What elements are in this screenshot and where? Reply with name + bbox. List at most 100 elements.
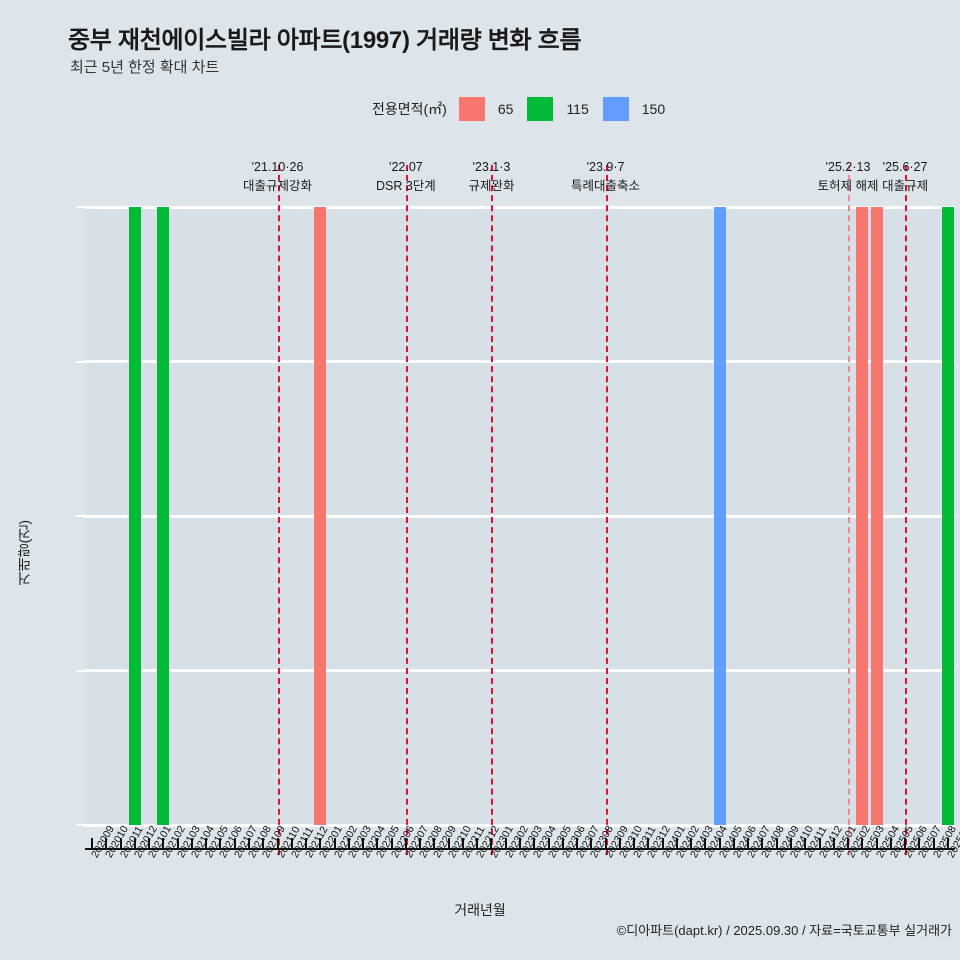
x-axis-tick-mark — [148, 838, 151, 849]
plot-area — [85, 165, 955, 855]
bar[interactable] — [856, 207, 869, 825]
x-axis-tick-mark — [504, 838, 507, 849]
x-axis-tick-mark — [233, 838, 236, 849]
legend-title: 전용면적(㎡) — [372, 101, 447, 117]
legend-label-115: 115 — [566, 101, 589, 117]
annotation-line — [905, 165, 908, 855]
y-axis-tick-mark — [76, 515, 85, 517]
legend-item[interactable]: 150 — [602, 97, 666, 121]
x-axis-tick-mark — [675, 838, 678, 849]
y-axis-tick-mark — [76, 824, 85, 826]
x-axis-tick-mark — [248, 838, 251, 849]
x-axis-tick-mark — [832, 838, 835, 849]
x-axis-tick-mark — [732, 838, 735, 849]
x-axis-tick-mark — [718, 838, 721, 849]
bar[interactable] — [870, 207, 883, 825]
x-axis-tick-mark — [804, 838, 807, 849]
chart-title: 중부 재천에이스빌라 아파트(1997) 거래량 변화 흐름 — [68, 27, 582, 54]
x-axis-tick-mark — [376, 838, 379, 849]
x-axis-tick-mark — [176, 838, 179, 849]
annotation-line — [277, 165, 280, 855]
gridline — [85, 823, 955, 827]
bar[interactable] — [314, 207, 327, 825]
x-axis-tick-mark — [476, 838, 479, 849]
legend-swatch-115 — [527, 97, 554, 121]
x-axis-tick-mark — [205, 838, 208, 849]
y-axis-tick-mark — [76, 206, 85, 208]
x-axis-tick-mark — [633, 838, 636, 849]
x-axis-tick-mark — [133, 838, 136, 849]
x-axis-tick-mark — [119, 838, 122, 849]
gridline — [85, 669, 955, 672]
annotation-label: '23.9·7 특례대출축소 — [571, 158, 640, 197]
x-axis-tick-mark — [946, 838, 949, 849]
x-axis-tick-mark — [690, 838, 693, 849]
legend-label-150: 150 — [641, 101, 666, 117]
x-axis-tick-mark — [461, 838, 464, 849]
x-axis-tick-mark — [490, 838, 493, 849]
x-axis-tick-mark — [319, 838, 322, 849]
annotation-line — [848, 165, 851, 855]
bar[interactable] — [713, 207, 726, 825]
legend-item[interactable]: 115 — [527, 97, 589, 121]
annotation-date: '22.07 — [389, 160, 423, 174]
x-axis-tick-mark — [647, 838, 650, 849]
annotation-date: '23.9·7 — [586, 160, 625, 174]
x-axis-tick-mark — [889, 838, 892, 849]
x-axis-tick-mark — [362, 838, 365, 849]
annotation-date: '25.6·27 — [882, 160, 928, 174]
x-axis-tick-mark — [433, 838, 436, 849]
footer-credit: ©디아파트(dapt.kr) / 2025.09.30 / 자료=국토교통부 실… — [616, 923, 952, 938]
x-axis-tick-mark — [761, 838, 764, 849]
x-axis-label: 거래년월 — [454, 902, 506, 918]
x-axis-tick-mark — [561, 838, 564, 849]
x-axis-tick-mark — [932, 838, 935, 849]
x-axis-tick-mark — [305, 838, 308, 849]
x-axis-tick-mark — [276, 838, 279, 849]
annotation-label: '25.2·13 토허제 해제 — [818, 158, 879, 197]
y-axis-tick-mark — [76, 669, 85, 672]
legend-label-65: 65 — [497, 101, 514, 117]
annotation-date: '21.10·26 — [251, 160, 304, 174]
annotation-text: 대출규제 — [882, 179, 929, 194]
x-axis-tick-mark — [847, 838, 850, 849]
x-axis-tick-mark — [347, 838, 350, 849]
x-axis-tick-mark — [519, 838, 521, 849]
legend-item[interactable]: 65 — [458, 97, 514, 121]
x-axis-tick-mark — [390, 838, 393, 849]
bar[interactable] — [128, 207, 141, 825]
annotation-label: '23.1·3 규제완화 — [468, 158, 514, 197]
legend: 전용면적(㎡) 65 115 150 — [372, 97, 679, 121]
annotation-date: '25.2·13 — [825, 160, 871, 174]
x-axis-tick-mark — [861, 838, 864, 849]
x-axis-tick-mark — [875, 838, 878, 849]
x-axis-tick-mark — [262, 838, 265, 849]
annotation-line — [605, 165, 608, 855]
annotation-date: '23.1·3 — [472, 160, 511, 174]
x-axis-tick-mark — [618, 838, 621, 849]
x-axis-tick-mark — [704, 838, 707, 849]
annotation-text: 토허제 해제 — [817, 179, 879, 194]
x-axis-tick-mark — [818, 838, 821, 849]
legend-swatch-150 — [602, 97, 629, 121]
x-axis-tick-mark — [162, 838, 165, 849]
bar[interactable] — [941, 207, 954, 825]
annotation-text: 특례대출축소 — [571, 179, 641, 194]
bar[interactable] — [157, 207, 170, 825]
x-axis-tick-mark — [747, 838, 750, 849]
annotation-label: '25.6·27 대출규제 — [882, 158, 928, 197]
x-axis-tick-mark — [547, 838, 550, 849]
x-axis-tick-mark — [661, 838, 664, 849]
x-axis-tick-mark — [333, 838, 336, 849]
x-axis-tick-mark — [105, 838, 108, 849]
y-axis-label: 거래량(건) — [16, 520, 32, 586]
x-axis-tick-mark — [219, 838, 222, 849]
annotation-line — [405, 165, 408, 855]
x-axis-tick-mark — [918, 838, 921, 849]
x-axis-tick-mark — [904, 838, 907, 849]
legend-swatch-65 — [458, 97, 485, 121]
annotation-text: 규제완화 — [468, 179, 515, 194]
x-axis-line — [85, 848, 955, 850]
x-axis-tick-mark — [91, 838, 94, 849]
